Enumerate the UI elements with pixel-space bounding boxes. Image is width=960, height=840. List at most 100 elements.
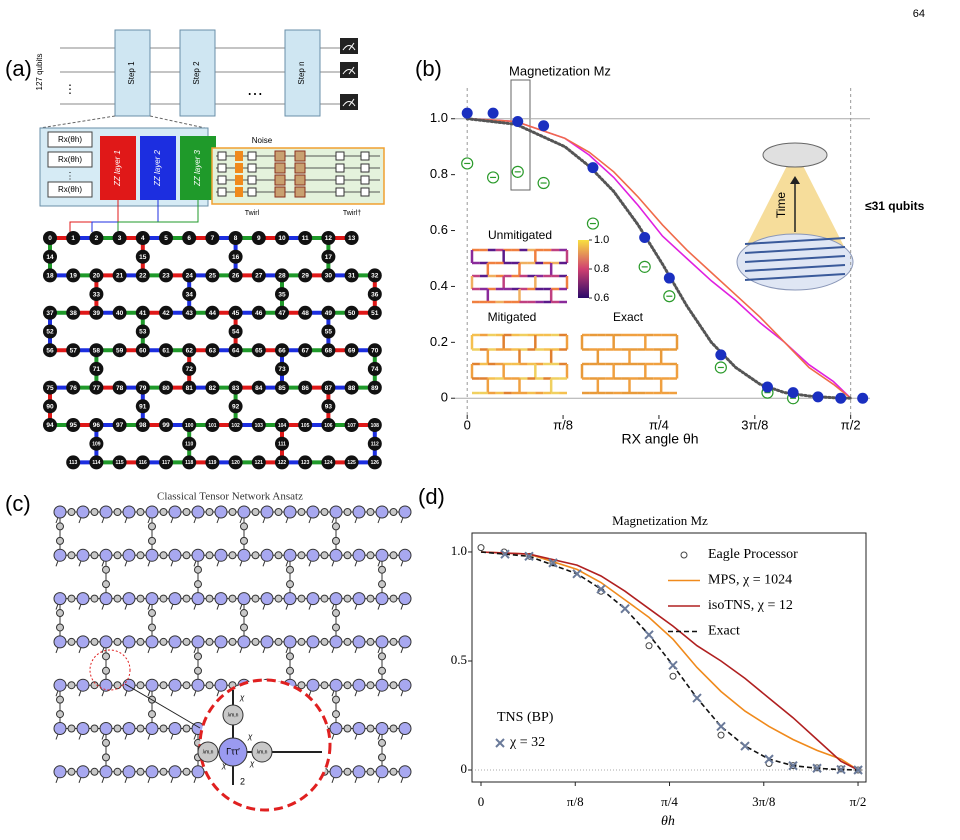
tn-lambda xyxy=(343,594,352,603)
lattice-node-label: 104 xyxy=(278,423,287,429)
lattice-node-label: 96 xyxy=(93,422,101,429)
lattice-node-label: 58 xyxy=(93,347,101,354)
tn-tensor xyxy=(237,505,251,519)
data-point xyxy=(511,165,524,178)
lattice-node-label: 9 xyxy=(257,235,261,242)
lattice-node xyxy=(367,361,382,376)
tn-tensor xyxy=(76,765,90,779)
tn-tensor xyxy=(398,765,412,779)
zz-layer xyxy=(180,136,216,200)
tn-lambda xyxy=(286,652,294,661)
data-point xyxy=(638,260,651,273)
data-point xyxy=(477,544,485,552)
data-point xyxy=(663,290,676,303)
lattice-node-label: 67 xyxy=(302,347,310,354)
lattice-node xyxy=(344,268,359,283)
tn-lambda xyxy=(251,508,260,516)
panel-label: (b) xyxy=(415,56,442,81)
tn-tensor xyxy=(329,592,343,606)
tn-lambda xyxy=(136,551,145,560)
lattice-node xyxy=(89,287,104,302)
noise-channel xyxy=(274,174,286,186)
tn-lambda xyxy=(102,738,110,747)
lattice-node-label: 101 xyxy=(208,423,217,429)
bond-label: χ xyxy=(239,693,245,702)
data-point xyxy=(788,760,798,771)
lattice-node-label: 36 xyxy=(371,291,379,298)
noise-gate xyxy=(235,151,243,161)
x-tick-label: π/4 xyxy=(661,794,678,809)
lattice-node-label: 17 xyxy=(325,254,333,261)
tn-lambda xyxy=(136,637,145,646)
lattice-node xyxy=(159,455,173,470)
lattice-node-label: 70 xyxy=(371,347,379,354)
tn-tensor xyxy=(214,635,228,649)
lattice-node xyxy=(275,380,289,395)
tn-lambda xyxy=(90,681,99,690)
gate-box xyxy=(47,151,93,168)
tn-lambda xyxy=(228,594,237,603)
data-point xyxy=(680,551,688,559)
tn-tensor xyxy=(191,505,205,519)
lattice-node-label: 123 xyxy=(301,460,310,466)
lattice-node-label: 105 xyxy=(301,423,310,429)
data-point xyxy=(495,738,505,748)
lattice-node xyxy=(344,380,359,395)
tn-tensor xyxy=(76,505,90,519)
lattice-node-label: 30 xyxy=(325,273,333,280)
lattice-node-label: 56 xyxy=(46,347,54,354)
lattice-node-label: 43 xyxy=(186,310,194,317)
tn-lambda xyxy=(378,738,386,747)
lattice-node-label: 46 xyxy=(255,310,263,317)
lattice-node xyxy=(112,305,127,320)
lattice-node xyxy=(344,231,359,245)
noise-channel xyxy=(274,150,286,162)
tn-lambda xyxy=(182,724,191,733)
lattice-node-label: 28 xyxy=(278,273,286,280)
tn-tensor xyxy=(191,592,205,606)
tn-lambda xyxy=(182,551,191,560)
ellipsis: ⋮ xyxy=(66,170,75,180)
lattice-node-label: 107 xyxy=(347,423,356,429)
x-tick-label: π/2 xyxy=(841,417,861,432)
tn-tensor xyxy=(398,548,412,562)
tn-lambda xyxy=(67,681,76,690)
tn-lambda xyxy=(378,580,386,589)
lattice-node-label: 65 xyxy=(255,347,263,354)
tn-tensor xyxy=(283,635,297,649)
lattice-node xyxy=(89,268,104,283)
data-point xyxy=(663,272,675,284)
noise-channel xyxy=(274,186,286,198)
tn-tensor xyxy=(168,505,182,519)
x-tick-label: π/4 xyxy=(649,417,669,432)
tn-lambda xyxy=(136,594,145,603)
tn-lambda xyxy=(113,551,122,560)
zz-layer xyxy=(140,136,176,200)
data-point xyxy=(487,107,499,119)
lattice-node-label: 126 xyxy=(371,460,380,466)
tn-tensor xyxy=(122,678,136,692)
twirl-gate xyxy=(217,151,227,161)
tn-lambda xyxy=(286,666,294,675)
lattice-node-label: 44 xyxy=(209,310,217,317)
tn-lambda xyxy=(320,681,329,690)
lattice-node xyxy=(321,231,336,245)
tn-lambda xyxy=(148,710,156,719)
inset-lambda xyxy=(197,741,219,763)
lattice-node-label: 1 xyxy=(71,235,75,242)
tn-lambda xyxy=(67,637,76,646)
tn-lambda xyxy=(90,724,99,733)
lattice-node-label: 120 xyxy=(231,460,240,466)
lattice-node xyxy=(135,418,150,432)
lattice-node xyxy=(298,305,313,320)
lattice-node-label: 10 xyxy=(278,235,286,242)
lattice-node xyxy=(321,399,336,414)
lattice-node-label: 92 xyxy=(232,404,240,411)
noise-channel xyxy=(294,186,306,198)
lattice-node xyxy=(367,455,382,470)
lattice-node xyxy=(112,380,127,395)
lattice-node xyxy=(344,305,359,320)
lattice-node-label: 40 xyxy=(116,310,124,317)
lattice-node xyxy=(228,343,243,358)
noise-label: Noise xyxy=(252,136,273,145)
